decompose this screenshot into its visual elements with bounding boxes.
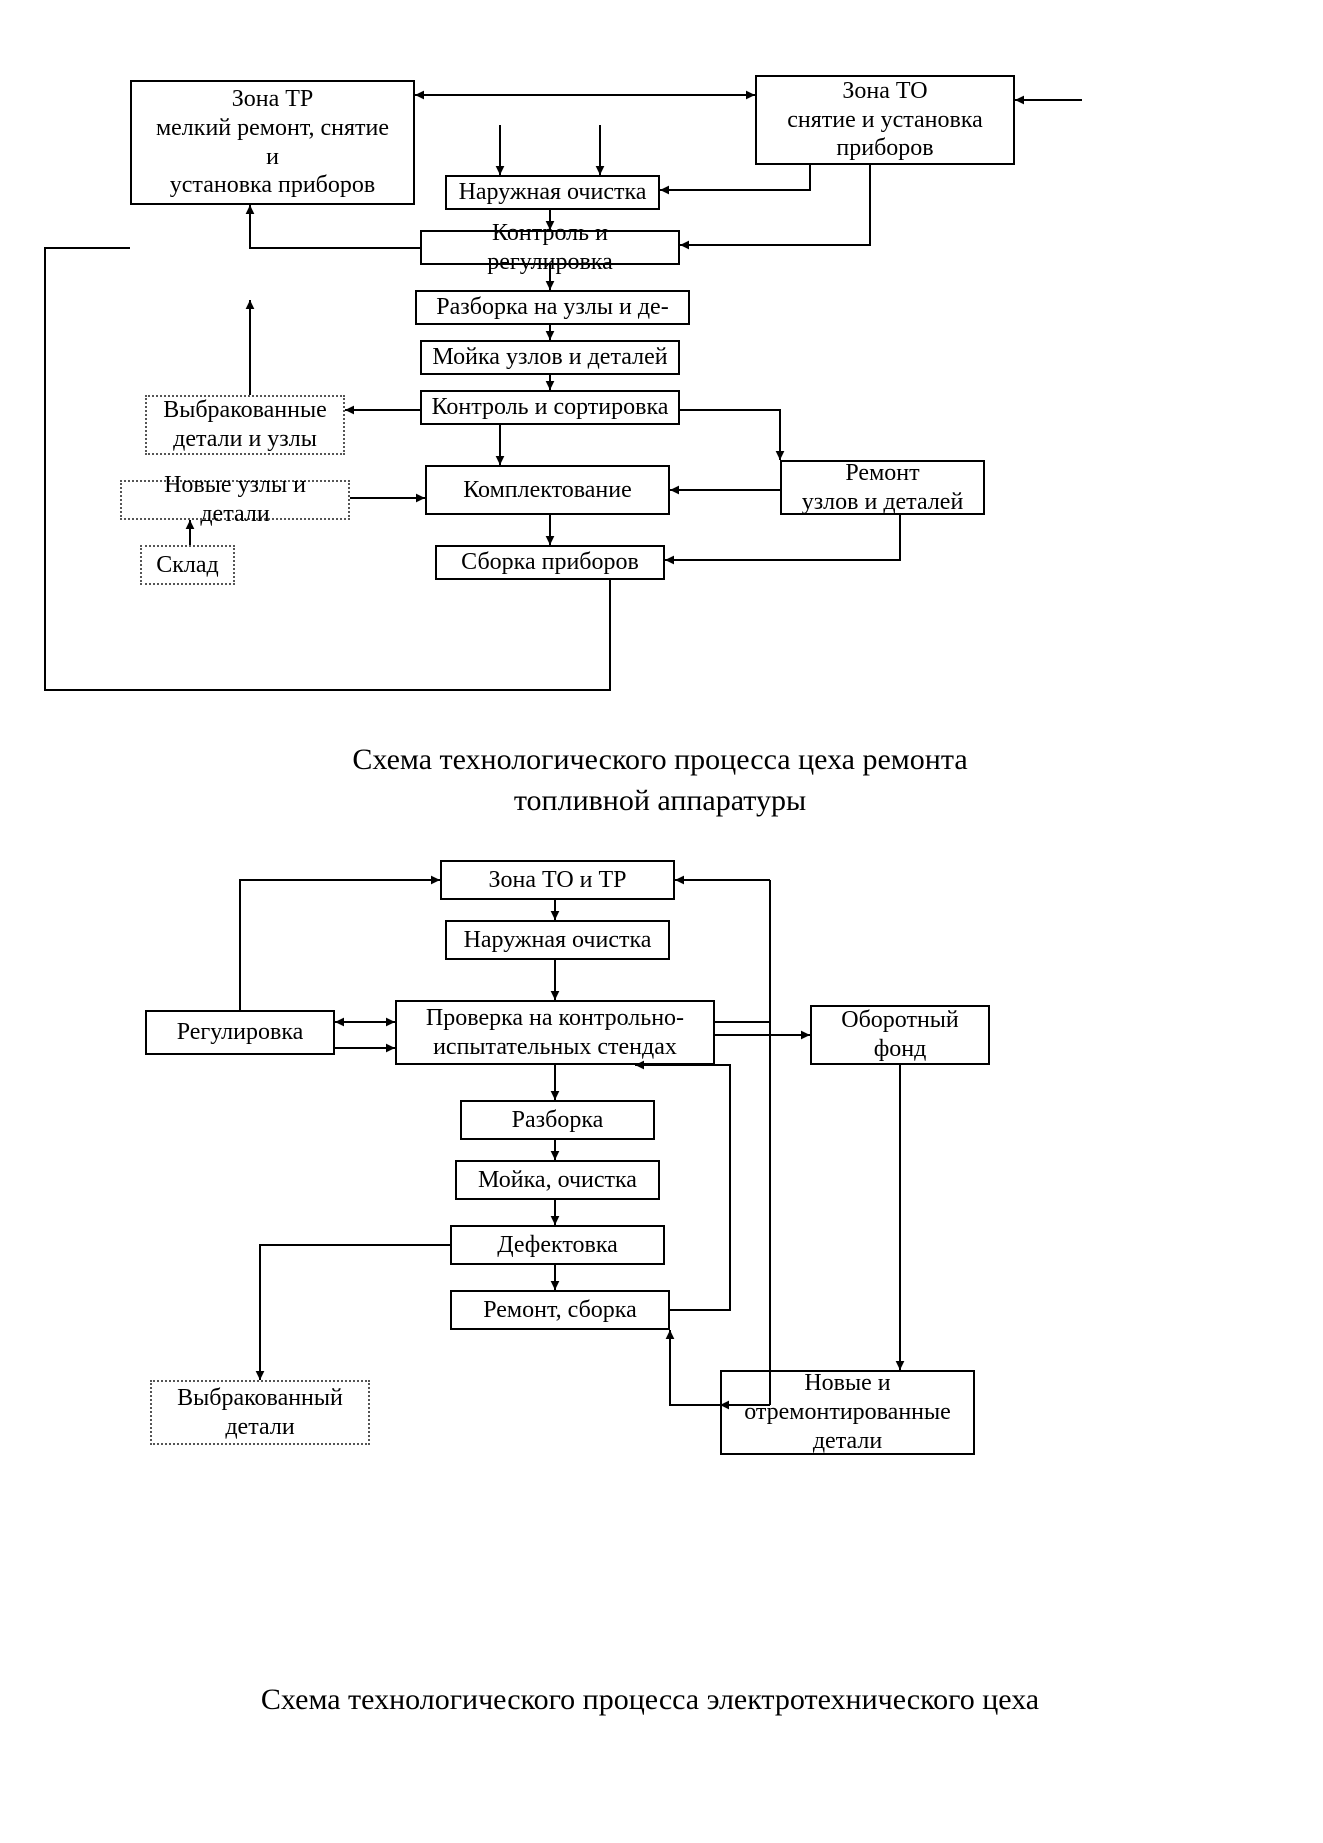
node-prov: Проверка на контрольно-испытательных сте…	[395, 1000, 715, 1065]
node-naruzh: Наружная очистка	[445, 175, 660, 210]
node-kontrolSort: Контроль и сортировка	[420, 390, 680, 425]
node-vybrak: Выбракованныедетали и узлы	[145, 395, 345, 455]
node-zonaTOTR: Зона ТО и ТР	[440, 860, 675, 900]
node-defekt: Дефектовка	[450, 1225, 665, 1265]
node-razb2: Разборка	[460, 1100, 655, 1140]
node-zonaTR: Зона ТРмелкий ремонт, снятиеиустановка п…	[130, 80, 415, 205]
node-naruzh2: Наружная очистка	[445, 920, 670, 960]
node-sklad: Склад	[140, 545, 235, 585]
node-moika2: Мойка, очистка	[455, 1160, 660, 1200]
node-oborot: Оборотныйфонд	[810, 1005, 990, 1065]
node-kontrolReg: Контроль и регулировка	[420, 230, 680, 265]
diagram2-caption: Схема технологического процесса электрот…	[170, 1680, 1130, 1721]
node-remontUzl: Ремонтузлов и деталей	[780, 460, 985, 515]
node-novye: Новые узлы и детали	[120, 480, 350, 520]
node-remont2: Ремонт, сборка	[450, 1290, 670, 1330]
node-moika: Мойка узлов и деталей	[420, 340, 680, 375]
node-sborka: Сборка приборов	[435, 545, 665, 580]
node-regul: Регулировка	[145, 1010, 335, 1055]
node-razborka: Разборка на узлы и де-	[415, 290, 690, 325]
page: Зона ТРмелкий ремонт, снятиеиустановка п…	[0, 0, 1323, 1843]
diagram1-caption: Схема технологического процесса цеха рем…	[260, 740, 1060, 821]
node-zonaTO: Зона ТОснятие и установкаприборов	[755, 75, 1015, 165]
node-vybrak2: Выбракованныйдетали	[150, 1380, 370, 1445]
node-novye2: Новые иотремонтированныедетали	[720, 1370, 975, 1455]
node-komplekt: Комплектование	[425, 465, 670, 515]
